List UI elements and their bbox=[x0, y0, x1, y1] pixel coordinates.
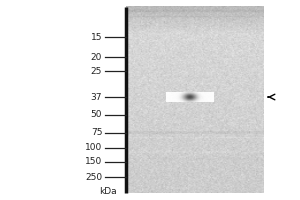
Text: 150: 150 bbox=[85, 157, 102, 166]
Text: kDa: kDa bbox=[100, 187, 117, 196]
Text: 100: 100 bbox=[85, 143, 102, 152]
Text: 50: 50 bbox=[91, 110, 102, 119]
Text: 250: 250 bbox=[85, 173, 102, 182]
Text: 20: 20 bbox=[91, 53, 102, 62]
Text: 37: 37 bbox=[91, 93, 102, 102]
Text: 15: 15 bbox=[91, 33, 102, 42]
Text: 75: 75 bbox=[91, 128, 102, 137]
Text: 25: 25 bbox=[91, 67, 102, 76]
